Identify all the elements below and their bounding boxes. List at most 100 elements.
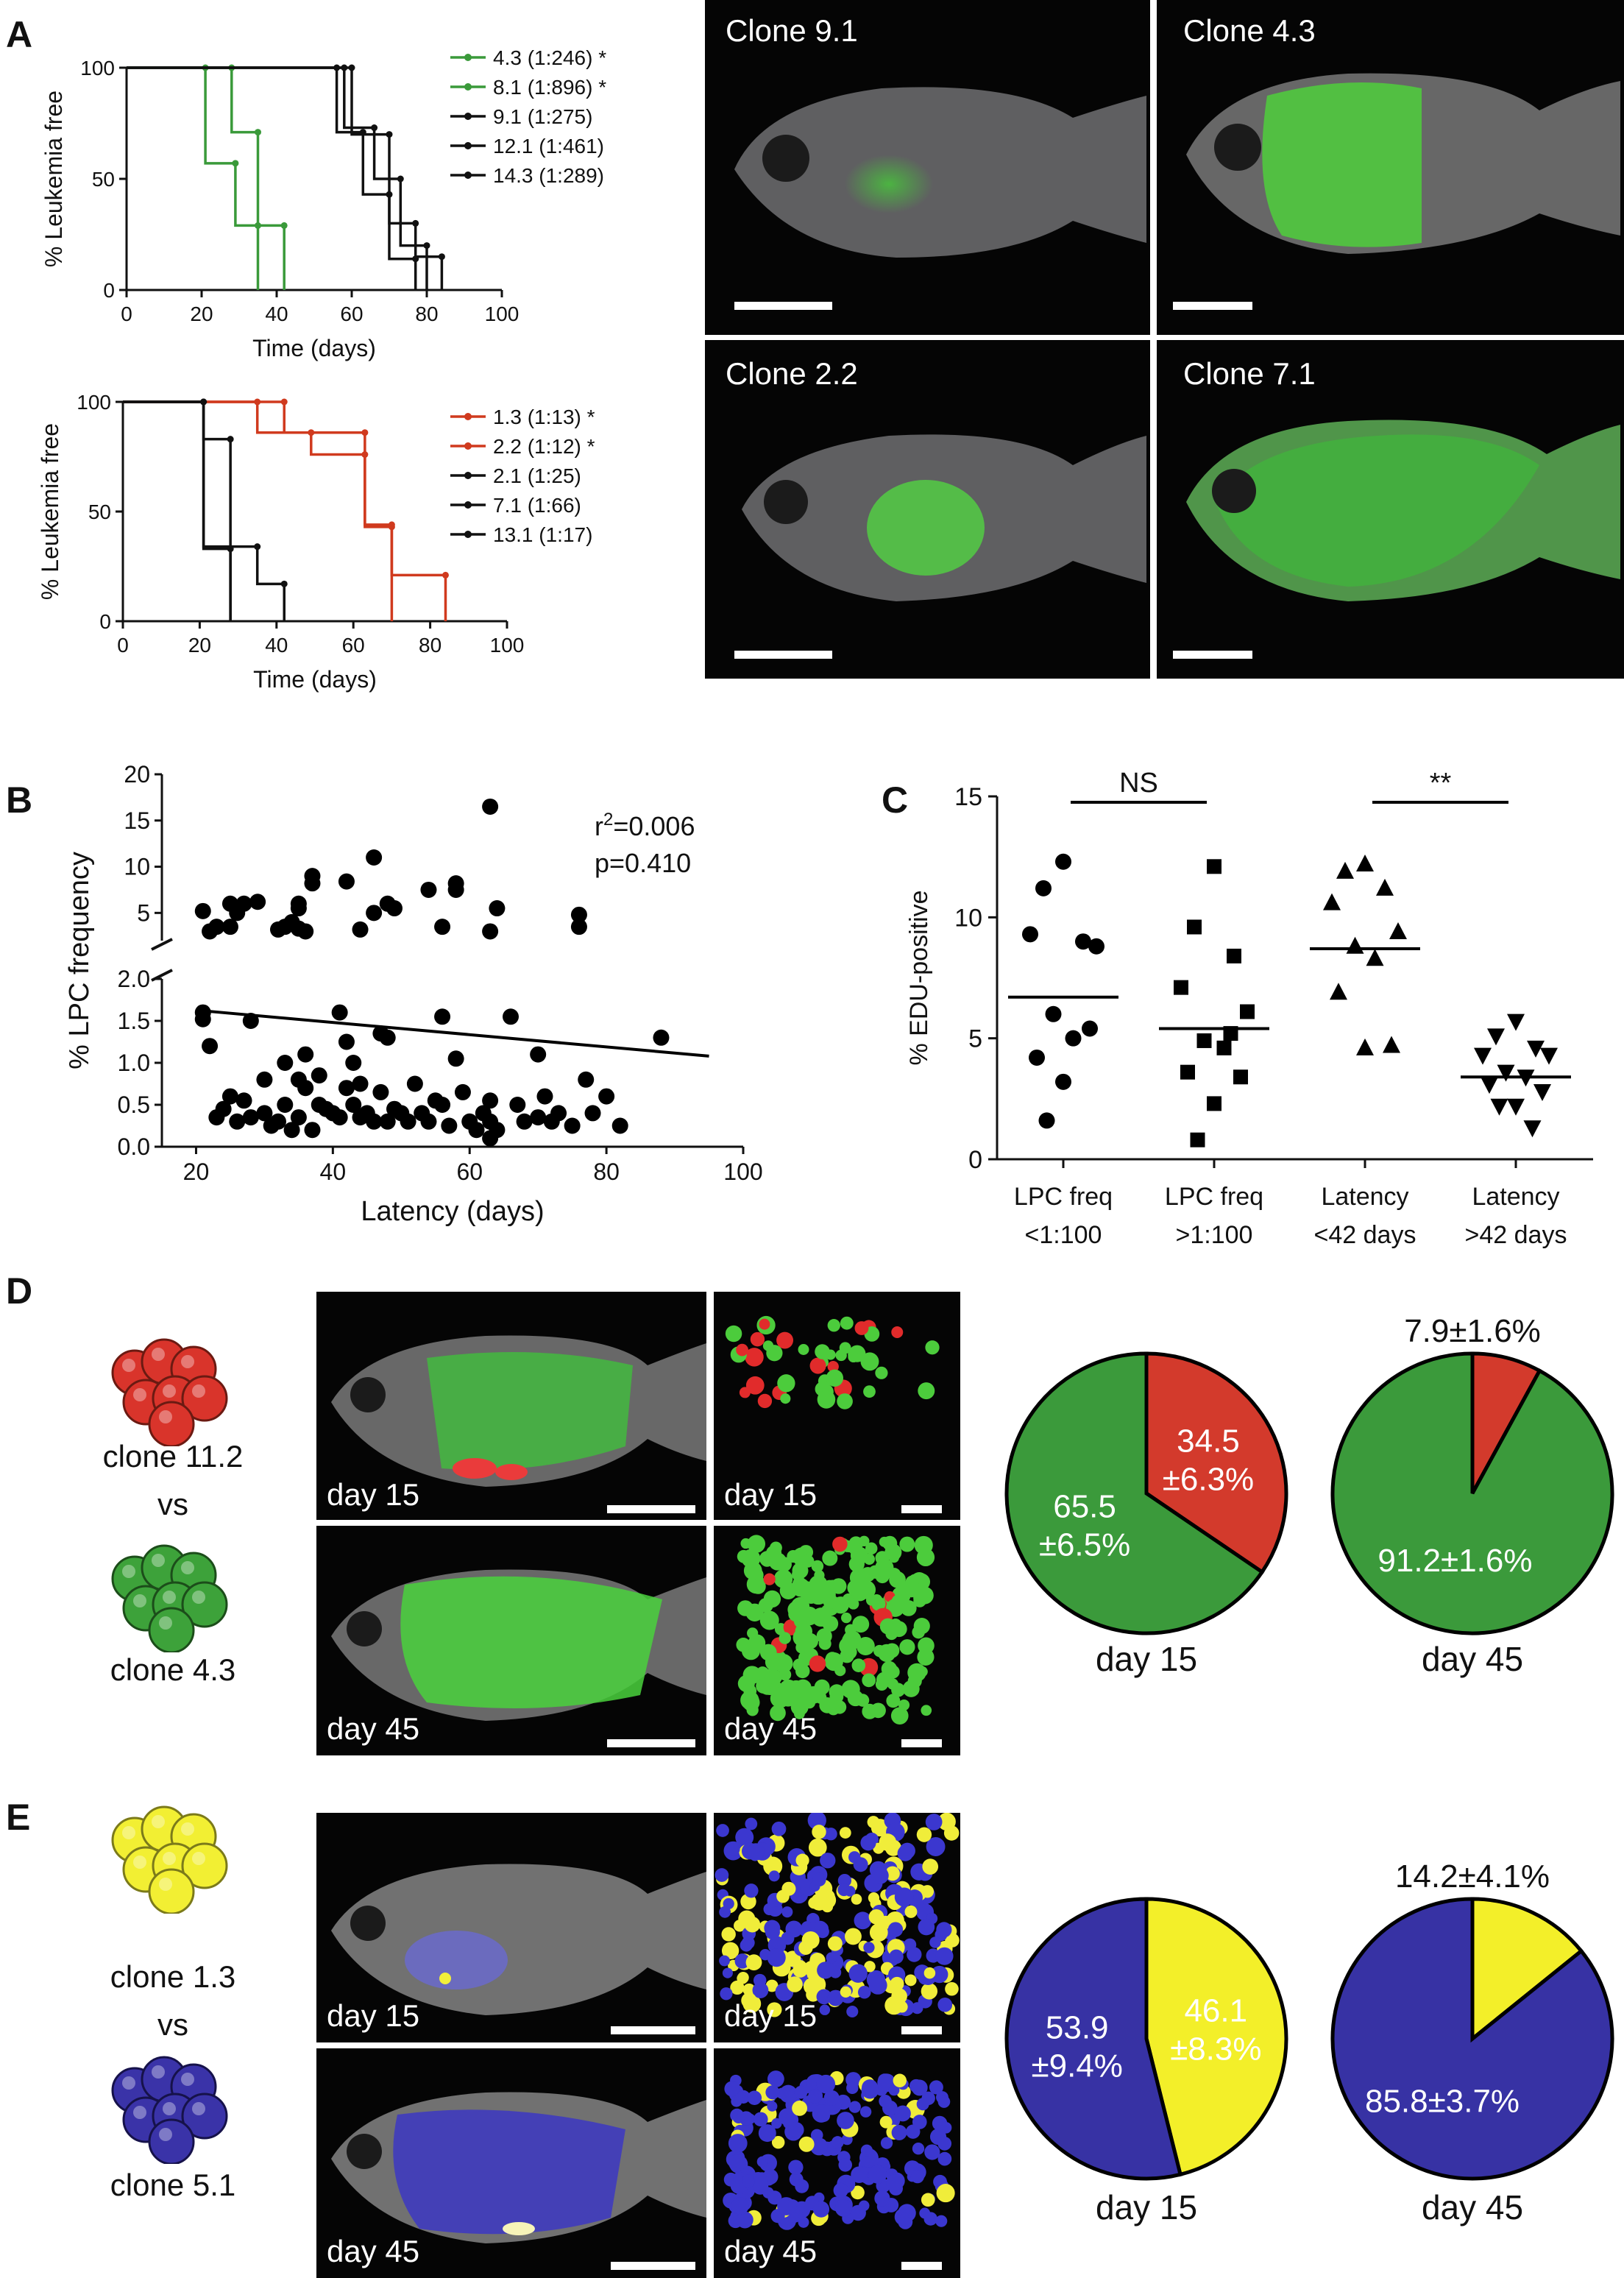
cell bbox=[788, 2159, 804, 2175]
clone-top-label: clone 1.3 bbox=[110, 1959, 236, 1994]
data-point-circle bbox=[1088, 938, 1104, 955]
cell bbox=[925, 1814, 943, 1830]
data-point-triangle-down bbox=[1523, 1120, 1542, 1138]
cell bbox=[751, 1579, 766, 1594]
data-point bbox=[598, 1088, 615, 1105]
significance-label: NS bbox=[1119, 768, 1158, 799]
data-point-triangle-down bbox=[1507, 1014, 1525, 1031]
cell bbox=[771, 2118, 782, 2129]
x-tick-label: 40 bbox=[265, 303, 288, 325]
y-tick-label: 5 bbox=[137, 899, 150, 926]
cell bbox=[904, 1905, 918, 1918]
x-tick-label: 0 bbox=[117, 634, 129, 657]
data-point bbox=[290, 900, 307, 917]
data-point-triangle-up bbox=[1376, 878, 1394, 896]
cell bbox=[831, 1578, 847, 1594]
cell bbox=[770, 1541, 782, 1554]
cell bbox=[798, 1344, 809, 1355]
cell bbox=[875, 1551, 890, 1566]
censor-point bbox=[412, 219, 419, 227]
cell bbox=[885, 1866, 900, 1881]
category-label: >42 days bbox=[1465, 1221, 1567, 1249]
cell-highlight bbox=[133, 2106, 146, 2119]
cell bbox=[916, 1827, 932, 1842]
censor-point bbox=[254, 543, 261, 551]
cell bbox=[827, 1989, 844, 2006]
photo-label: day 15 bbox=[327, 1477, 420, 1512]
cell bbox=[788, 2122, 804, 2138]
data-point bbox=[297, 923, 314, 940]
category-label: <42 days bbox=[1314, 1221, 1416, 1249]
data-point-square bbox=[1196, 1033, 1212, 1048]
data-point bbox=[338, 1080, 355, 1097]
data-point bbox=[202, 1038, 219, 1055]
category-label: <1:100 bbox=[1025, 1221, 1102, 1249]
data-point bbox=[447, 881, 464, 898]
legend-label: 4.3 (1:246) * bbox=[493, 46, 606, 69]
photo-label: day 15 bbox=[724, 1477, 818, 1512]
km-series-line bbox=[127, 66, 444, 290]
cell-highlight bbox=[122, 1826, 135, 1839]
data-point-triangle-up bbox=[1330, 983, 1347, 1000]
cell bbox=[856, 1636, 875, 1655]
cell bbox=[846, 2081, 859, 2095]
data-point bbox=[304, 875, 321, 892]
cell-highlight bbox=[192, 1852, 205, 1865]
cell bbox=[852, 1616, 870, 1633]
cell bbox=[915, 1586, 934, 1605]
scale-bar bbox=[901, 2262, 942, 2270]
legend-marker bbox=[464, 472, 472, 479]
cell bbox=[834, 1665, 846, 1677]
data-point bbox=[194, 1004, 211, 1021]
km-series-line bbox=[123, 400, 394, 621]
cell-highlight bbox=[181, 1822, 194, 1836]
data-point bbox=[229, 1113, 246, 1130]
x-tick-label: 40 bbox=[320, 1159, 347, 1185]
cell bbox=[728, 2154, 746, 2172]
data-point bbox=[653, 1029, 670, 1046]
cell bbox=[773, 1653, 793, 1673]
cell bbox=[855, 1916, 867, 1927]
photo-cells-d-day45: day 45 bbox=[714, 1526, 960, 1755]
cell bbox=[747, 2090, 762, 2105]
data-point bbox=[256, 1071, 273, 1088]
cell bbox=[756, 2156, 768, 2168]
cell bbox=[891, 1988, 907, 2004]
y-tick-label: 1.0 bbox=[118, 1050, 150, 1076]
cell bbox=[780, 1393, 791, 1404]
cell bbox=[798, 2216, 809, 2228]
data-point-triangle-up bbox=[1346, 936, 1364, 954]
cell bbox=[754, 2112, 768, 2127]
data-point bbox=[221, 1088, 238, 1105]
cell bbox=[811, 1560, 824, 1573]
pie-slice bbox=[1470, 1897, 1584, 2043]
cell bbox=[795, 1853, 809, 1867]
cell bbox=[742, 2174, 755, 2188]
cell bbox=[889, 1619, 902, 1631]
data-point bbox=[611, 1117, 628, 1134]
cell bbox=[820, 1853, 836, 1869]
censor-point bbox=[280, 580, 288, 587]
cell bbox=[719, 1955, 730, 1967]
cell bbox=[794, 1606, 812, 1624]
y-tick-label: 100 bbox=[80, 57, 115, 79]
pie-slice-label: ±8.3% bbox=[1170, 2031, 1261, 2067]
cell-highlight bbox=[192, 2102, 205, 2115]
legend-label: 2.2 (1:12) * bbox=[493, 435, 595, 458]
data-point bbox=[420, 1113, 437, 1130]
cell bbox=[833, 2182, 848, 2199]
data-point bbox=[270, 1113, 286, 1130]
data-point bbox=[379, 1029, 396, 1046]
cell bbox=[827, 1936, 843, 1951]
data-point bbox=[441, 1117, 458, 1134]
cell bbox=[848, 1964, 868, 1983]
data-point bbox=[503, 1008, 519, 1025]
cell bbox=[736, 2211, 754, 2229]
panel-d-pies: 34.5±6.3% 65.5±6.5% day 15 7.9±1.6% 91.2±1.6… bbox=[1004, 1313, 1614, 1678]
cell bbox=[905, 1575, 919, 1589]
scale-bar bbox=[1173, 302, 1252, 310]
x-tick-label: 20 bbox=[183, 1159, 210, 1185]
cell bbox=[922, 1858, 939, 1875]
cell bbox=[767, 1948, 786, 1967]
cell bbox=[890, 1976, 904, 1991]
